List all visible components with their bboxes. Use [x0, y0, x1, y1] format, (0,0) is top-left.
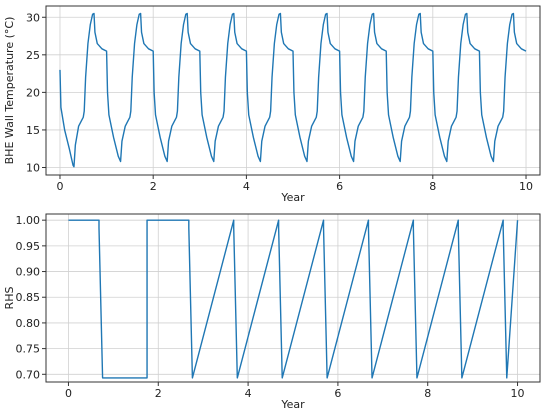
x-tick-label: 4 — [243, 180, 250, 193]
x-tick-label: 6 — [336, 180, 343, 193]
y-tick-label: 25 — [26, 49, 40, 62]
x-tick-label: 0 — [65, 387, 72, 400]
y-tick-label: 0.85 — [16, 291, 41, 304]
y-tick-label: 0.75 — [16, 343, 41, 356]
y-tick-label: 15 — [26, 124, 40, 137]
x-tick-label: 10 — [519, 180, 533, 193]
y-tick-label: 0.80 — [16, 317, 41, 330]
series-line — [68, 219, 519, 379]
x-tick-label: 6 — [334, 387, 341, 400]
plot-frame — [45, 5, 541, 176]
y-tick-label: 20 — [26, 86, 40, 99]
x-tick-label: 8 — [429, 180, 436, 193]
y-tick-label: 30 — [26, 11, 40, 24]
x-tick-label: 4 — [245, 387, 252, 400]
series-line — [59, 12, 527, 168]
y-tick-label: 1.00 — [16, 214, 41, 227]
y-axis-label: RHS — [3, 287, 16, 310]
temperature-chart: 0 2 4 6 8 10 10 15 20 25 30 Year BHE Wall Temperatur… — [3, 5, 541, 204]
x-axis-label: Year — [280, 191, 305, 204]
plot-frame — [45, 213, 541, 383]
y-axis-label: BHE Wall Temperature (°C) — [3, 17, 16, 165]
y-tick-label: 0.70 — [16, 368, 41, 381]
x-tick-label: 10 — [511, 387, 525, 400]
rhs-chart: 0 2 4 6 8 10 0.70 0.75 0.80 0.85 0.90 0.95 1.00 Year R… — [3, 213, 541, 408]
x-tick-label: 0 — [56, 180, 63, 193]
x-tick-label: 2 — [155, 387, 162, 400]
x-axis-label: Year — [280, 398, 305, 408]
y-tick-label: 0.90 — [16, 266, 41, 279]
y-tick-label: 10 — [26, 161, 40, 174]
y-tick-label: 0.95 — [16, 240, 41, 253]
x-tick-label: 8 — [424, 387, 431, 400]
x-tick-label: 2 — [150, 180, 157, 193]
